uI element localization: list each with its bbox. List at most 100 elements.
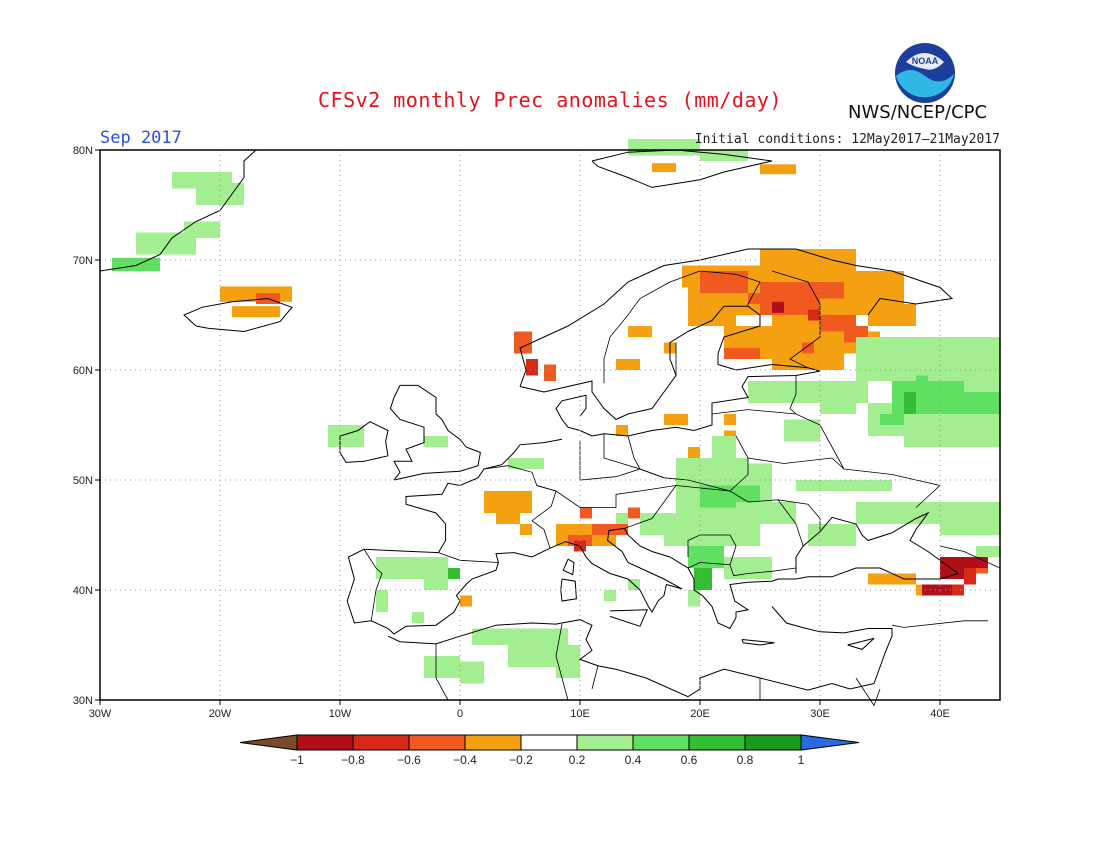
anomaly-cell (724, 348, 760, 359)
anomaly-cell (508, 645, 556, 667)
anomaly-cell (772, 301, 784, 313)
anomaly-cell (628, 507, 640, 519)
country-border (687, 534, 737, 565)
anomaly-cell (652, 163, 676, 172)
anomaly-cell (424, 436, 448, 447)
anomaly-cell (520, 524, 532, 535)
country-border (729, 435, 749, 492)
coastline (183, 297, 293, 333)
colorbar-label: 0.6 (681, 753, 698, 767)
country-border (603, 433, 665, 479)
anomaly-cell (856, 502, 940, 524)
anomaly-cell (748, 381, 796, 403)
anomaly-cell (412, 612, 424, 623)
anomaly-cell (808, 524, 856, 546)
grid-lines (100, 150, 1000, 700)
anomaly-cell (808, 309, 820, 321)
anomaly-cell (508, 458, 544, 469)
coastline (387, 619, 875, 698)
colorbar-label: −1 (290, 753, 304, 767)
colorbar-segment (688, 734, 746, 751)
latitude-ticks: 80N 70N 60N 50N 40N 30N (73, 145, 100, 707)
lon-tick-label: 30E (810, 708, 830, 720)
anomaly-cell (688, 447, 700, 458)
anomaly-cell (328, 425, 364, 447)
anomaly-cell (448, 568, 460, 579)
colorbar-segment (520, 734, 578, 751)
coastline (519, 305, 821, 421)
lat-tick-label: 30N (73, 695, 93, 707)
anomaly-cell (616, 359, 640, 370)
anomaly-cell (592, 524, 628, 535)
anomaly-cell (676, 463, 772, 480)
coastline (560, 578, 577, 602)
anomaly-cell (700, 271, 748, 293)
anomaly-cell (580, 507, 592, 519)
colorbar-label: −0.4 (453, 753, 477, 767)
anomaly-cell (712, 436, 736, 458)
country-border (591, 665, 599, 690)
anomaly-cell (472, 628, 568, 645)
initial-conditions: Initial conditions: 12May2017–21May2017 (694, 132, 1000, 147)
lat-tick-label: 50N (73, 475, 93, 487)
anomaly-cell (904, 392, 916, 414)
anomaly-cell (940, 502, 1000, 535)
anomaly-cell (616, 513, 628, 524)
colorbar-segment (464, 734, 522, 751)
anomaly-cell (544, 364, 556, 381)
valid-month: Sep 2017 (100, 128, 182, 148)
coastline (771, 606, 893, 684)
anomaly-cell (604, 590, 616, 601)
longitude-ticks: 30W 20W 10W 0 10E 20E 30E 40E (89, 700, 950, 720)
anomaly-cell (514, 331, 532, 354)
anomaly-cell (694, 568, 712, 590)
coastline (795, 511, 960, 580)
coastline (555, 370, 821, 437)
anomaly-cell (868, 304, 916, 326)
colorbar-label: −0.2 (509, 753, 533, 767)
anomaly-cell (796, 480, 892, 491)
colorbar-label: −0.8 (341, 753, 365, 767)
anomaly-cell (802, 342, 814, 354)
anomaly-cell (136, 232, 196, 255)
colorbar-high-arrow (800, 734, 860, 751)
anomaly-cell (880, 414, 904, 425)
anomaly-cell (952, 584, 964, 596)
anomaly-cell (460, 661, 484, 684)
anomaly-cell (784, 419, 820, 442)
noaa-logo: NOAA (895, 43, 955, 103)
anomaly-cell (484, 491, 532, 513)
anomaly-cell (976, 546, 1000, 557)
anomaly-cell (460, 595, 472, 607)
colorbar-label: 1 (798, 753, 805, 767)
anomaly-cell (664, 513, 760, 546)
map-frame (99, 149, 1001, 701)
lon-tick-label: 10E (570, 708, 590, 720)
country-border (555, 624, 569, 701)
lon-tick-label: 40E (930, 708, 950, 720)
anomaly-cell (556, 645, 580, 678)
coastline (389, 384, 481, 481)
noaa-logo-text: NOAA (912, 56, 939, 66)
anomaly-cell (916, 375, 928, 392)
colorbar-segment (632, 734, 690, 751)
colorbar-label: −0.6 (397, 753, 421, 767)
anomaly-cell (688, 287, 736, 326)
coastline (99, 149, 257, 272)
anomaly-cell (526, 359, 538, 376)
anomaly-cell (700, 150, 748, 161)
country-border (891, 620, 988, 628)
coastline (741, 639, 775, 646)
coastlines (99, 149, 1001, 707)
country-border (687, 562, 797, 577)
anomaly-cell (724, 557, 772, 579)
colorbar-segment (408, 734, 466, 751)
country-border (536, 485, 804, 547)
colorbar-label: 0.2 (569, 753, 586, 767)
anomaly-cell (196, 183, 244, 205)
country-border (603, 270, 701, 384)
anomaly-cell (964, 557, 988, 568)
anomaly-cell (424, 568, 448, 590)
lon-tick-label: 20E (690, 708, 710, 720)
coastline (609, 609, 648, 627)
